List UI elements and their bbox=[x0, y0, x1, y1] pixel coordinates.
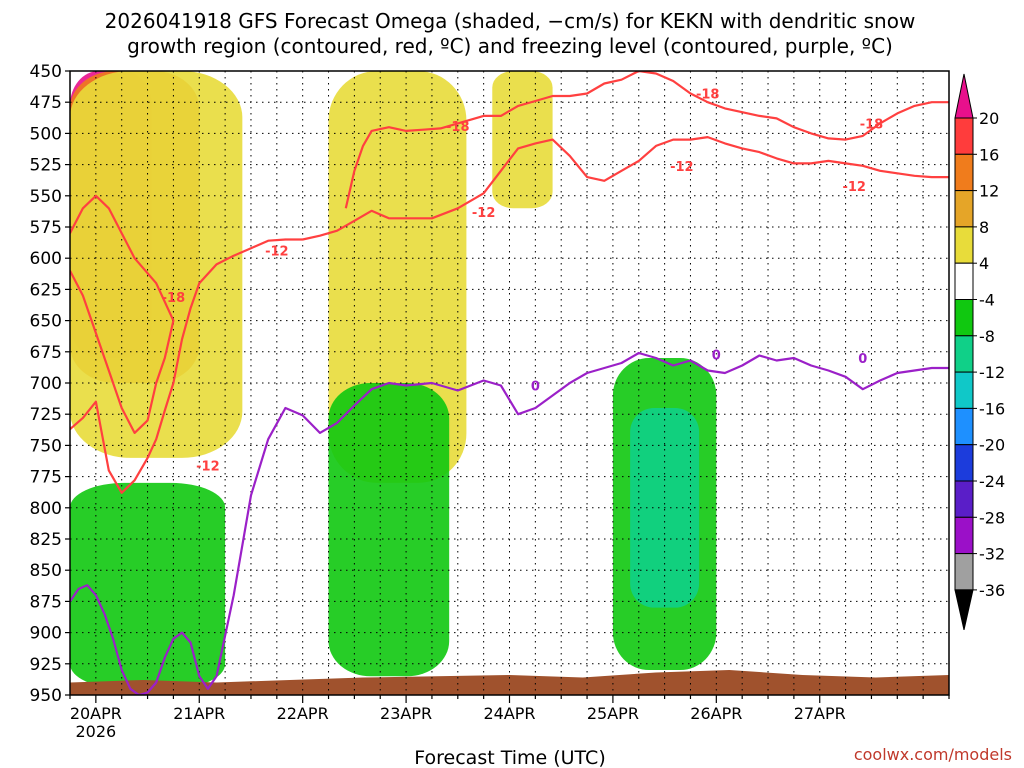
y-tick-label-500: 500 bbox=[30, 124, 62, 144]
colorbar-bin--8--4 bbox=[954, 299, 974, 337]
colorbar-label-20: 20 bbox=[979, 109, 999, 128]
y-tick-label-925: 925 bbox=[30, 655, 62, 675]
shaded-region-subsidence-22apr bbox=[328, 383, 450, 677]
contour-labels: -18 -12 -12 -18 -12 -18 -12 -18 -12 0 0 0 bbox=[162, 87, 884, 474]
contour-dgz_west_loop bbox=[70, 194, 175, 434]
y-tick-label-900: 900 bbox=[30, 624, 62, 644]
x-tick-label-24APR: 24APR bbox=[483, 704, 535, 723]
contour-label-10: 0 bbox=[712, 348, 721, 363]
colorbar-top-arrow bbox=[954, 73, 974, 119]
x-tick-label-27APR: 27APR bbox=[794, 704, 846, 723]
colorbar-label--20: -20 bbox=[979, 436, 1005, 455]
y-tick-label-625: 625 bbox=[30, 280, 62, 300]
contour-label-0: -18 bbox=[162, 291, 186, 306]
colorbar-label-12: 12 bbox=[979, 182, 999, 201]
credit-text[interactable]: coolwx.com/models bbox=[854, 745, 1012, 764]
y-tick-label-550: 550 bbox=[30, 187, 62, 207]
contour-label-9: 0 bbox=[531, 379, 540, 394]
y-tick-label-775: 775 bbox=[30, 468, 62, 488]
contour-label-1: -12 bbox=[265, 245, 289, 260]
chart-title-line1: 2026041918 GFS Forecast Omega (shaded, −… bbox=[105, 9, 916, 33]
y-tick-label-750: 750 bbox=[30, 436, 62, 456]
x-tick-label-21APR: 21APR bbox=[173, 704, 225, 723]
colorbar-label--16: -16 bbox=[979, 399, 1005, 418]
colorbar-label-8: 8 bbox=[979, 218, 989, 237]
contour-lines bbox=[70, 71, 949, 695]
y-tick-label-875: 875 bbox=[30, 592, 62, 612]
colorbar: 20 16 12 8 4 -4 -8 -12 -16 -20 -24 -28 -32 -36 bbox=[954, 73, 1005, 631]
contour-label-4: -12 bbox=[472, 206, 496, 221]
colorbar-label--12: -12 bbox=[979, 363, 1005, 382]
x-tick-label-20APR: 20APR bbox=[70, 704, 122, 723]
colorbar-bin-12-16 bbox=[954, 153, 974, 192]
contour-label-5: -18 bbox=[696, 87, 720, 102]
y-tick-label-525: 525 bbox=[30, 156, 62, 176]
y-tick-label-650: 650 bbox=[30, 312, 62, 332]
y-tick-label-850: 850 bbox=[30, 561, 62, 581]
y-tick-label-475: 475 bbox=[30, 93, 62, 113]
y-tick-label-700: 700 bbox=[30, 374, 62, 394]
shaded-region-subsidence-20apr bbox=[70, 482, 226, 689]
colorbar-label-16: 16 bbox=[979, 145, 999, 164]
contour-freezing_level bbox=[70, 351, 949, 695]
contour-label-8: -12 bbox=[842, 180, 866, 195]
colorbar-label--32: -32 bbox=[979, 545, 1005, 564]
shaded-region-yellow-ascent-late bbox=[492, 71, 553, 209]
x-tick-label-22APR: 22APR bbox=[277, 704, 329, 723]
contour-label-6: -12 bbox=[670, 160, 694, 175]
x-tick-sublabel-year: 2026 bbox=[75, 722, 116, 741]
y-tick-label-725: 725 bbox=[30, 405, 62, 425]
colorbar-label--4: -4 bbox=[979, 291, 995, 310]
y-tick-label-825: 825 bbox=[30, 530, 62, 550]
colorbar-bin--16--12 bbox=[954, 371, 974, 409]
colorbar-label-4: 4 bbox=[979, 254, 989, 273]
colorbar-bottom-arrow bbox=[954, 589, 974, 631]
contour-label-3: -18 bbox=[446, 120, 470, 135]
x-axis-label: Forecast Time (UTC) bbox=[414, 747, 605, 768]
colorbar-label--36: -36 bbox=[979, 581, 1005, 600]
colorbar-bin--28--24 bbox=[954, 480, 974, 518]
x-tick-label-25APR: 25APR bbox=[587, 704, 639, 723]
colorbar-bin--36--32 bbox=[954, 553, 974, 591]
y-tick-label-950: 950 bbox=[30, 686, 62, 706]
contour-dgz_minus12 bbox=[70, 136, 949, 494]
colorbar-bin--32--28 bbox=[954, 516, 974, 555]
colorbar-bin--20--16 bbox=[954, 407, 974, 446]
colorbar-bin--12--8 bbox=[954, 335, 974, 373]
colorbar-bin-8-12 bbox=[954, 190, 974, 228]
contour-dgz_minus18 bbox=[344, 71, 949, 209]
y-axis: 450 475 500 525 550 575 600 625 650 675 700 725 750 7… bbox=[30, 62, 70, 706]
y-tick-label-450: 450 bbox=[30, 62, 62, 82]
y-tick-label-675: 675 bbox=[30, 343, 62, 363]
colorbar-label--8: -8 bbox=[979, 327, 995, 346]
colorbar-bin--4-4 bbox=[954, 262, 974, 301]
chart-title-line2: growth region (contoured, red, ºC) and f… bbox=[127, 34, 893, 58]
colorbar-bin-16-20 bbox=[954, 117, 974, 155]
contour-label-11: 0 bbox=[858, 352, 867, 367]
x-tick-label-26APR: 26APR bbox=[690, 704, 742, 723]
contour-label-7: -18 bbox=[860, 117, 884, 132]
colorbar-label--24: -24 bbox=[979, 472, 1005, 491]
surface-terrain bbox=[70, 670, 949, 695]
colorbar-bin--24--20 bbox=[954, 444, 974, 482]
y-tick-label-575: 575 bbox=[30, 218, 62, 238]
x-tick-label-23APR: 23APR bbox=[380, 704, 432, 723]
y-tick-label-800: 800 bbox=[30, 499, 62, 519]
contour-label-2: -12 bbox=[196, 459, 220, 474]
colorbar-bin-4-8 bbox=[954, 226, 974, 264]
y-tick-label-600: 600 bbox=[30, 249, 62, 269]
colorbar-label--28: -28 bbox=[979, 508, 1005, 527]
